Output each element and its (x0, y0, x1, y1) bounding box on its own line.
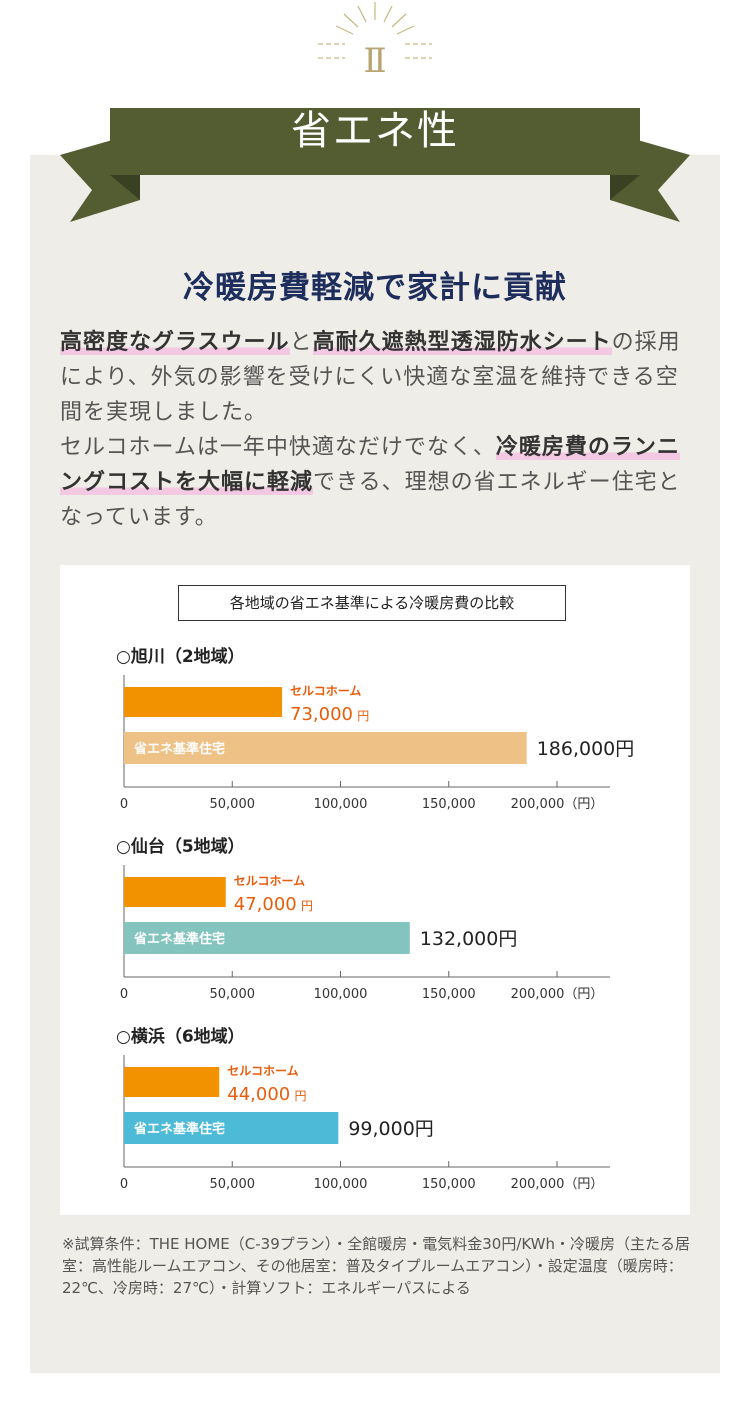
ribbon-left-fold (110, 175, 140, 200)
selco-home-value: 44,000 (227, 1084, 290, 1105)
paragraph-1: 高密度なグラスウールと高耐久遮熱型透湿防水シートの採用により、外気の影響を受けに… (60, 325, 695, 430)
x-tick-label: 100,000 (314, 1177, 368, 1192)
ribbon-main (110, 108, 640, 175)
standard-house-bar (124, 922, 410, 954)
standard-house-label: 省エネ基準住宅 (133, 931, 225, 947)
x-tick-label: 200,000（円） (511, 797, 604, 812)
standard-house-label: 省エネ基準住宅 (133, 1121, 225, 1137)
sunburst-ornament (318, 2, 432, 59)
selco-home-bar (124, 1067, 220, 1097)
standard-house-value: 186,000円 (537, 738, 635, 760)
standard-house-value: 132,000円 (420, 928, 518, 950)
selco-home-unit: 円 (357, 709, 369, 723)
x-tick-label: 0 (120, 987, 128, 1002)
highlighted-text: 高耐久遮熱型透湿防水シート (312, 329, 612, 355)
standard-house-bar (124, 1112, 339, 1144)
section-header-decoration: Ⅱ (60, 2, 690, 222)
body-text: 高密度なグラスウールと高耐久遮熱型透湿防水シートの採用により、外気の影響を受けに… (60, 325, 695, 535)
highlighted-text: 高密度なグラスウール (60, 329, 290, 355)
banner-title: 省エネ性 (291, 108, 459, 154)
paragraph-2: セルコホームは一年中快適なだけでなく、冷暖房費のランニングコストを大幅に軽減でき… (60, 430, 695, 535)
body-text-segment: できる、理想の省エネルギー住宅となっています。 (60, 470, 681, 530)
x-tick-label: 200,000（円） (511, 1177, 604, 1192)
standard-house-label: 省エネ基準住宅 (133, 741, 225, 757)
x-tick-label: 100,000 (314, 987, 368, 1002)
footnote: ※試算条件：THE HOME（C-39プラン）・全館暖房・電気料金30円/KWh… (62, 1235, 691, 1297)
body-text-segment: と (289, 330, 313, 355)
region-label: ○旭川（2地域） (116, 646, 245, 667)
x-tick-label: 50,000 (210, 987, 256, 1002)
x-tick-label: 150,000 (422, 987, 476, 1002)
section-numeral: Ⅱ (363, 41, 386, 81)
x-tick-label: 150,000 (422, 797, 476, 812)
ribbon-right-fold (610, 175, 640, 200)
x-tick-label: 200,000（円） (511, 987, 604, 1002)
selco-home-bar (124, 687, 283, 717)
x-tick-label: 150,000 (422, 1177, 476, 1192)
body-text-segment: セルコホームは一年中快適なだけでなく、 (60, 435, 496, 460)
standard-house-bar (124, 732, 527, 764)
x-tick-label: 100,000 (314, 797, 368, 812)
x-tick-label: 50,000 (210, 797, 256, 812)
selco-home-unit: 円 (301, 899, 313, 913)
standard-house-value: 99,000円 (348, 1118, 433, 1140)
x-tick-label: 0 (120, 797, 128, 812)
selco-home-bar (124, 877, 226, 907)
x-tick-label: 50,000 (210, 1177, 256, 1192)
x-tick-label: 0 (120, 1177, 128, 1192)
body-text-segment: の採用により、外気の影響を受けにくい快適な室温を維持できる空間を実現しました。 (60, 330, 681, 425)
selco-home-label: セルコホーム (227, 1064, 298, 1078)
selco-home-value: 47,000 (234, 894, 297, 915)
selco-home-label: セルコホーム (234, 874, 305, 888)
selco-home-label: セルコホーム (290, 684, 361, 698)
selco-home-value: 73,000 (290, 704, 353, 725)
region-label: ○仙台（5地域） (116, 836, 245, 857)
chart-title: 各地域の省エネ基準による冷暖房費の比較 (178, 585, 566, 621)
selco-home-unit: 円 (294, 1089, 306, 1103)
section-headline: 冷暖房費軽減で家計に貢献 (183, 270, 567, 306)
region-label: ○横浜（6地域） (116, 1026, 245, 1047)
